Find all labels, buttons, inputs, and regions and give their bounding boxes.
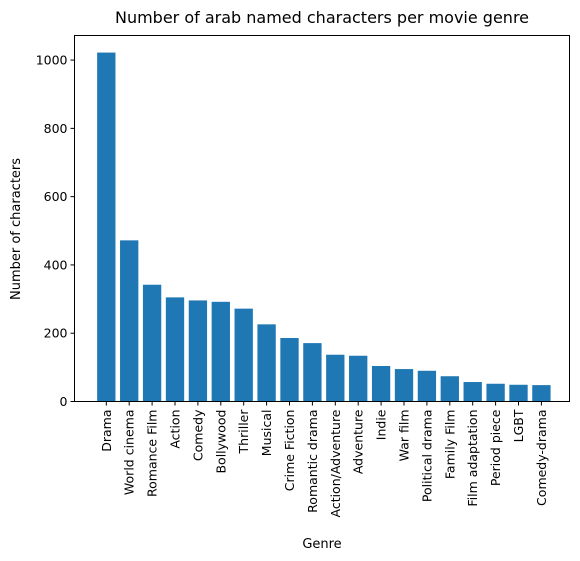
bar-musical — [257, 324, 276, 402]
y-tick-label: 600 — [44, 189, 68, 204]
x-tick-label: Political drama — [419, 410, 434, 503]
bar-family-film — [440, 376, 459, 402]
x-tick-label: Romantic drama — [305, 410, 320, 513]
y-axis-label: Number of characters — [9, 158, 24, 300]
bar-romance-film — [142, 284, 162, 402]
bars-group — [97, 52, 551, 402]
x-tick-label: Crime Fiction — [282, 410, 297, 492]
x-tick-label: LGBT — [511, 409, 526, 442]
x-tick-label: World cinema — [122, 410, 137, 496]
x-tick-label: Adventure — [351, 409, 366, 474]
bar-action — [165, 297, 185, 402]
bar-war-film — [394, 369, 414, 402]
x-tick-label: Indie — [374, 409, 389, 440]
y-axis-ticks: 0 200 400 600 800 1000 — [36, 53, 75, 409]
y-tick-label: 1000 — [36, 53, 68, 68]
bar-romantic-drama — [303, 343, 322, 402]
bar-crime-fiction — [280, 337, 299, 402]
bar-comedy-drama — [532, 385, 551, 402]
x-tick-label: Action/Adventure — [328, 409, 343, 517]
bar-indie — [371, 365, 391, 402]
y-tick-label: 200 — [44, 326, 68, 341]
x-tick-label: Thriller — [236, 409, 251, 455]
x-axis-ticks: Drama World cinema Romance Film Action Comed… — [99, 401, 549, 518]
x-tick-label: Bollywood — [213, 410, 228, 474]
bar-bollywood — [211, 301, 230, 402]
x-tick-label: Comedy — [190, 409, 205, 461]
y-tick-label: 400 — [44, 257, 68, 272]
x-tick-label: Comedy-drama — [534, 410, 549, 506]
x-tick-label: Action — [168, 410, 183, 449]
bar-world-cinema — [120, 240, 139, 402]
bar-comedy — [188, 300, 208, 402]
x-tick-label: Drama — [99, 410, 114, 452]
x-tick-label: War film — [397, 410, 412, 462]
x-tick-label: Family Film — [442, 410, 457, 480]
x-tick-label: Film adaptation — [465, 410, 480, 507]
bar-period-piece — [486, 383, 505, 402]
bar-lgbt — [509, 384, 528, 402]
y-tick-label: 0 — [60, 394, 68, 409]
x-tick-label: Period piece — [488, 409, 503, 486]
bar-political-drama — [417, 370, 437, 402]
chart-title: Number of arab named characters per movi… — [115, 8, 529, 27]
x-axis-label: Genre — [302, 537, 341, 552]
bar-drama — [97, 52, 116, 402]
bar-action-adventure — [326, 354, 345, 402]
plot-frame — [74, 35, 570, 402]
bar-film-adaptation — [463, 382, 482, 402]
x-tick-label: Musical — [259, 410, 274, 457]
bar-thriller — [234, 308, 253, 402]
x-tick-label: Romance Film — [145, 410, 160, 497]
bar-adventure — [349, 355, 368, 402]
y-tick-label: 800 — [44, 121, 68, 136]
